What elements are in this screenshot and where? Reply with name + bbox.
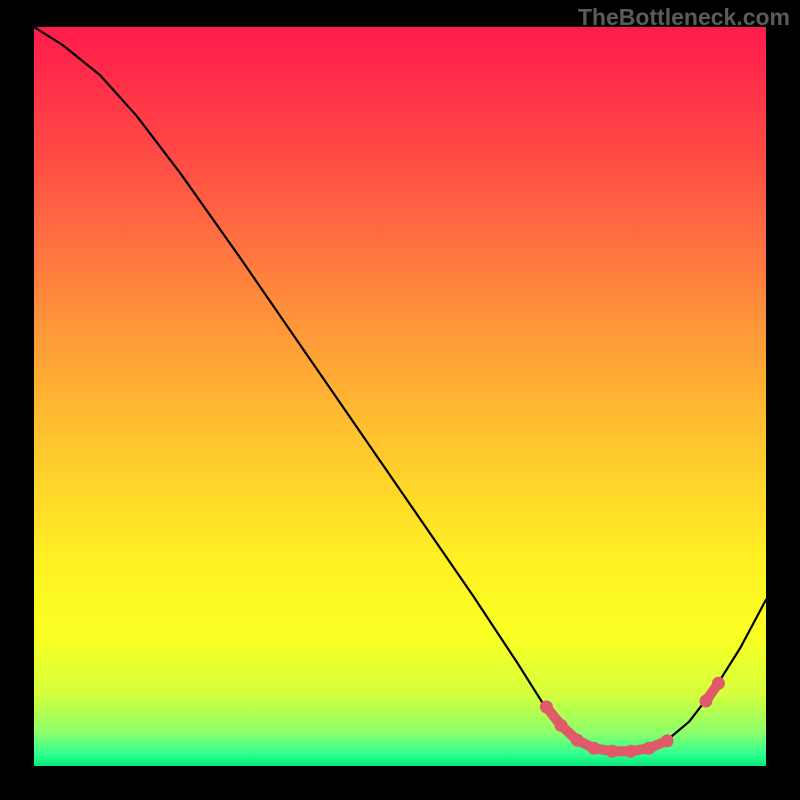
highlight-dot xyxy=(540,700,553,713)
gradient-background xyxy=(34,27,766,766)
highlight-dot xyxy=(661,734,674,747)
highlight-dot xyxy=(712,677,725,690)
highlight-dot xyxy=(624,745,637,758)
highlight-dot xyxy=(587,742,600,755)
bottleneck-chart xyxy=(0,0,800,800)
chart-stage: TheBottleneck.com xyxy=(0,0,800,800)
highlight-dot xyxy=(555,719,568,732)
highlight-dot xyxy=(699,694,712,707)
highlight-dot xyxy=(606,745,619,758)
highlight-dot xyxy=(642,742,655,755)
highlight-dot xyxy=(571,734,584,747)
